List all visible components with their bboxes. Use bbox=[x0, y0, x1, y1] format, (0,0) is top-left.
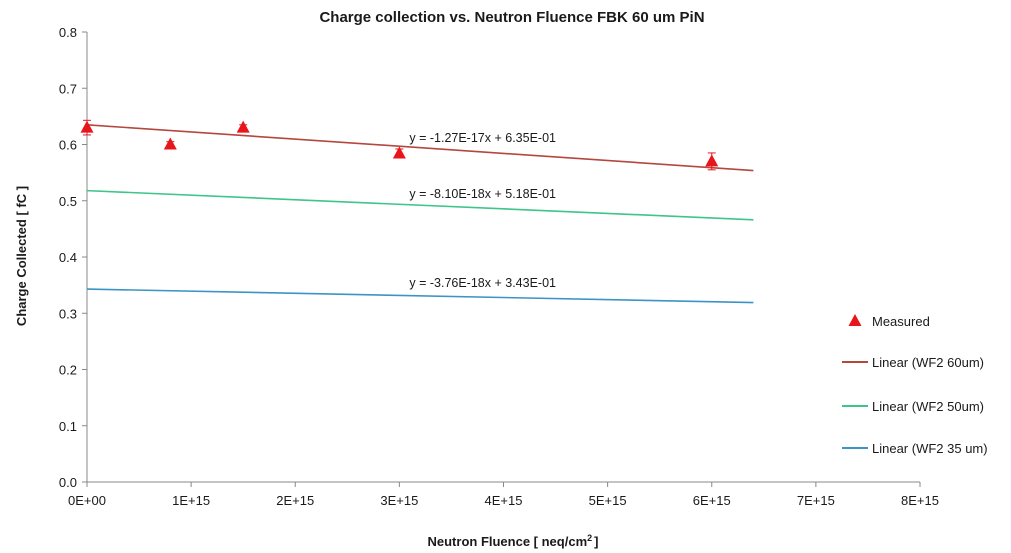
plot-axes: 0.0 0.1 0.2 0.3 0.4 0.5 0.6 0.7 0.8 0E+00 1E+15 2E+… bbox=[59, 25, 939, 508]
measured-point bbox=[392, 146, 406, 159]
y-tick-label: 0.8 bbox=[59, 25, 77, 40]
measured-point bbox=[80, 120, 94, 133]
legend-label-measured: Measured bbox=[872, 314, 930, 329]
measured-points bbox=[80, 119, 719, 171]
x-tick-label: 7E+15 bbox=[797, 493, 835, 508]
y-tick-label: 0.4 bbox=[59, 250, 77, 265]
measured-point bbox=[705, 154, 719, 167]
x-axis-label: Neutron Fluence [ neq/cm2] bbox=[428, 533, 599, 549]
x-tick-label: 3E+15 bbox=[380, 493, 418, 508]
y-tick-label: 0.7 bbox=[59, 81, 77, 96]
fit-equations: y = -1.27E-17x + 6.35E-01 y = -8.10E-18x … bbox=[409, 131, 556, 290]
fit-equation: y = -8.10E-18x + 5.18E-01 bbox=[409, 187, 556, 201]
legend-marker-measured bbox=[848, 314, 862, 326]
x-tick-label: 1E+15 bbox=[172, 493, 210, 508]
x-tick-label: 6E+15 bbox=[693, 493, 731, 508]
x-tick-label: 0E+00 bbox=[68, 493, 106, 508]
legend-label-fit: Linear (WF2 60um) bbox=[872, 355, 984, 370]
chart-title: Charge collection vs. Neutron Fluence FB… bbox=[319, 9, 704, 26]
y-tick-label: 0.5 bbox=[59, 194, 77, 209]
legend-label-fit: Linear (WF2 50um) bbox=[872, 399, 984, 414]
fit-line bbox=[86, 124, 754, 172]
y-tick-label: 0.2 bbox=[59, 363, 77, 378]
measured-point bbox=[236, 120, 250, 133]
y-tick-label: 0.3 bbox=[59, 306, 77, 321]
fit-line bbox=[86, 189, 754, 221]
measured-point bbox=[163, 137, 177, 150]
fit-equation: y = -3.76E-18x + 3.43E-01 bbox=[409, 276, 556, 290]
x-tick-label: 4E+15 bbox=[485, 493, 523, 508]
legend-label-fit: Linear (WF2 35 um) bbox=[872, 441, 988, 456]
x-tick-label: 5E+15 bbox=[589, 493, 627, 508]
legend: Measured Linear (WF2 60um) Linear (WF2 50u… bbox=[842, 314, 988, 456]
fit-equation: y = -1.27E-17x + 6.35E-01 bbox=[409, 131, 556, 145]
y-tick-label: 0.0 bbox=[59, 475, 77, 490]
fit-lines bbox=[86, 124, 754, 304]
y-tick-label: 0.6 bbox=[59, 138, 77, 153]
y-tick-label: 0.1 bbox=[59, 419, 77, 434]
fit-line bbox=[86, 288, 754, 304]
x-tick-label: 8E+15 bbox=[901, 493, 939, 508]
y-axis-label: Charge Collected [ fC ] bbox=[14, 186, 29, 326]
x-tick-label: 2E+15 bbox=[276, 493, 314, 508]
